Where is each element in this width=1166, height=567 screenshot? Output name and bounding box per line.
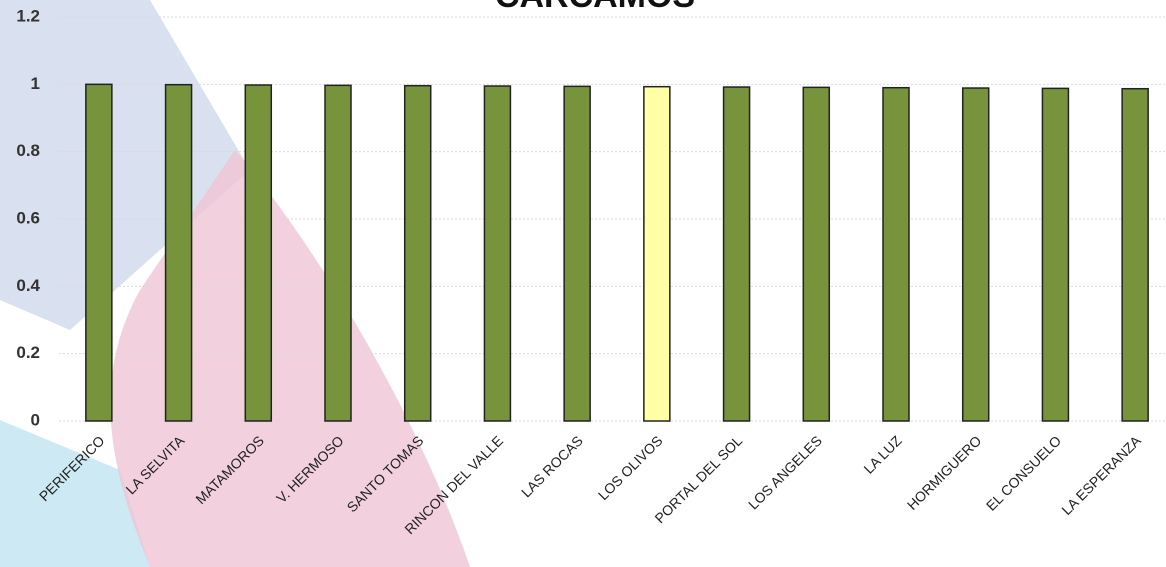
bar	[85, 83, 113, 422]
bar	[1121, 87, 1149, 422]
x-tick-label: LA ESPERANZA	[1058, 432, 1144, 518]
background-decoration	[0, 0, 470, 567]
y-tick-label: 1	[31, 74, 40, 93]
y-tick-label: 0.8	[16, 141, 40, 160]
x-tick-label: PORTAL DEL SOL	[651, 432, 745, 526]
y-tick-label: 0.4	[16, 276, 40, 295]
bar	[961, 87, 990, 422]
y-tick-label: 0.6	[16, 208, 40, 227]
bar	[722, 86, 751, 422]
x-tick-label: EL CONSUELO	[983, 432, 1064, 513]
bar	[563, 85, 591, 422]
bar	[403, 84, 432, 422]
y-tick-label: 0.2	[16, 343, 40, 362]
bar	[324, 84, 352, 422]
bar	[882, 86, 910, 422]
x-tick-label: LOS OLIVOS	[595, 432, 666, 503]
bar	[244, 84, 273, 422]
bar	[164, 83, 193, 422]
x-tick-label: LOS ANGELES	[745, 432, 825, 512]
y-tick-label: 0	[31, 410, 40, 429]
bar	[643, 85, 671, 422]
x-tick-label: LAS ROCAS	[518, 432, 586, 500]
x-tick-label: LA LUZ	[860, 432, 905, 477]
x-tick-label: HORMIGUERO	[904, 432, 985, 513]
bar	[802, 86, 831, 422]
y-tick-label: 1.2	[16, 6, 40, 25]
bar	[483, 85, 512, 422]
chart-title: CARCAMOS	[495, 0, 695, 15]
bar	[1041, 87, 1070, 422]
